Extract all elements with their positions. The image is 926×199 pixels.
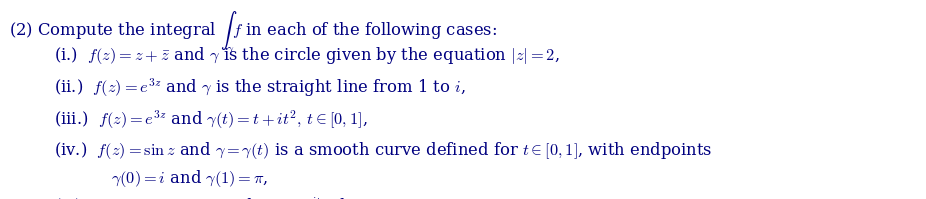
Text: (i.)  $f(z) = z + \bar{z}$ and $\gamma$ is the circle given by the equation $|z|: (i.) $f(z) = z + \bar{z}$ and $\gamma$ i…	[54, 45, 559, 66]
Text: (v.)  $f(z = x + iy) = xy$ and $\gamma(t) = e^{it}$ where $t \in [0, \pi]$.: (v.) $f(z = x + iy) = xy$ and $\gamma(t)…	[54, 195, 444, 199]
Text: (2) Compute the integral $\int_{\!\gamma} f$ in each of the following cases:: (2) Compute the integral $\int_{\!\gamma…	[9, 9, 497, 57]
Text: (iii.)  $f(z) = e^{3z}$ and $\gamma(t) = t + it^2,\, t \in [0, 1]$,: (iii.) $f(z) = e^{3z}$ and $\gamma(t) = …	[54, 108, 368, 131]
Text: (ii.)  $f(z) = e^{3z}$ and $\gamma$ is the straight line from 1 to $i$,: (ii.) $f(z) = e^{3z}$ and $\gamma$ is th…	[54, 77, 465, 99]
Text: (iv.)  $f(z) = \sin z$ and $\gamma = \gamma(t)$ is a smooth curve defined for $t: (iv.) $f(z) = \sin z$ and $\gamma = \gam…	[54, 140, 712, 161]
Text: $\gamma(0) = i$ and $\gamma(1) = \pi$,: $\gamma(0) = i$ and $\gamma(1) = \pi$,	[111, 168, 269, 189]
